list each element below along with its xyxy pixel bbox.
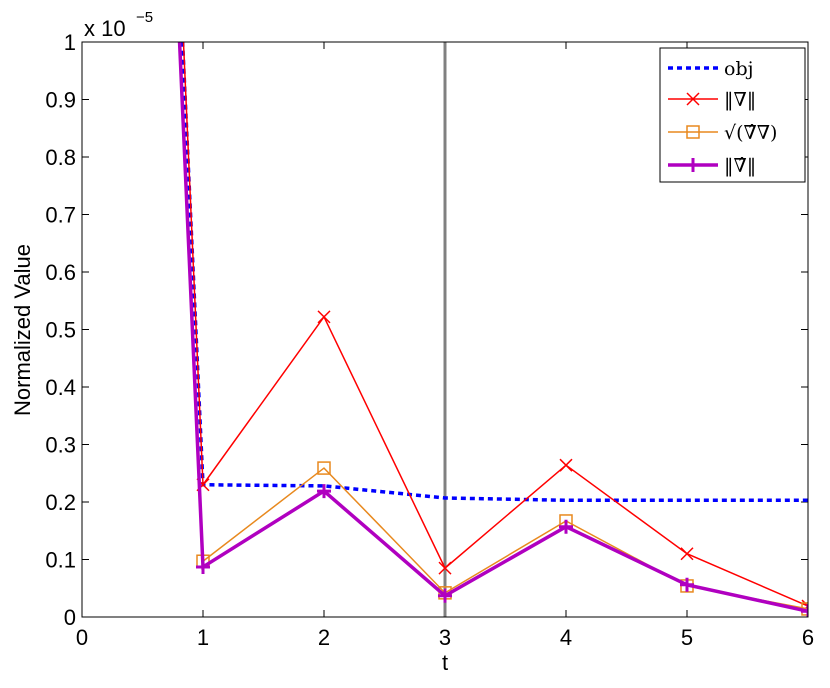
- marker: [686, 92, 700, 106]
- marker: [438, 561, 452, 575]
- marker: [686, 125, 700, 139]
- legend-label: ‖∇̂‖: [724, 155, 756, 177]
- x-tick-label: 3: [439, 625, 451, 650]
- y-tick-label: 1: [64, 30, 76, 55]
- y-multiplier: x 10: [84, 16, 126, 41]
- legend-label: √(∇̂∇): [724, 122, 777, 144]
- axes-frame: [81, 41, 809, 618]
- x-tick-label: 6: [802, 625, 814, 650]
- x-tick-label: 4: [560, 625, 572, 650]
- legend-label: ‖∇‖: [724, 89, 756, 111]
- y-tick-label: 0.1: [45, 548, 76, 573]
- y-tick-label: 0.5: [45, 318, 76, 343]
- marker: [317, 310, 331, 324]
- y-tick-label: 0.2: [45, 490, 76, 515]
- y-tick-label: 0.6: [45, 260, 76, 285]
- marker: [686, 158, 700, 172]
- y-tick-label: 0: [64, 605, 76, 630]
- marker: [317, 461, 331, 475]
- x-axis-label: t: [442, 650, 448, 675]
- x-tick-label: 5: [681, 625, 693, 650]
- x-tick-label: 2: [318, 625, 330, 650]
- marker: [680, 577, 694, 592]
- marker: [559, 458, 573, 472]
- marker: [438, 588, 452, 603]
- y-tick-label: 0.3: [45, 433, 76, 458]
- marker: [559, 519, 573, 534]
- marker: [317, 484, 331, 499]
- y-multiplier-exponent: −5: [136, 9, 153, 26]
- marker: [801, 604, 808, 617]
- y-tick-label: 0.7: [45, 203, 76, 228]
- marker: [680, 547, 694, 561]
- x-tick-label: 1: [197, 625, 209, 650]
- marker: [196, 559, 210, 574]
- plot-area: [177, 42, 808, 617]
- legend-label: obj: [724, 58, 754, 80]
- legend-box: [659, 47, 806, 183]
- y-tick-label: 0.9: [45, 88, 76, 113]
- x-tick-label: 0: [76, 625, 88, 650]
- y-axis-label: Normalized Value: [10, 244, 35, 416]
- y-tick-label: 0.4: [45, 375, 76, 400]
- y-tick-label: 0.8: [45, 145, 76, 170]
